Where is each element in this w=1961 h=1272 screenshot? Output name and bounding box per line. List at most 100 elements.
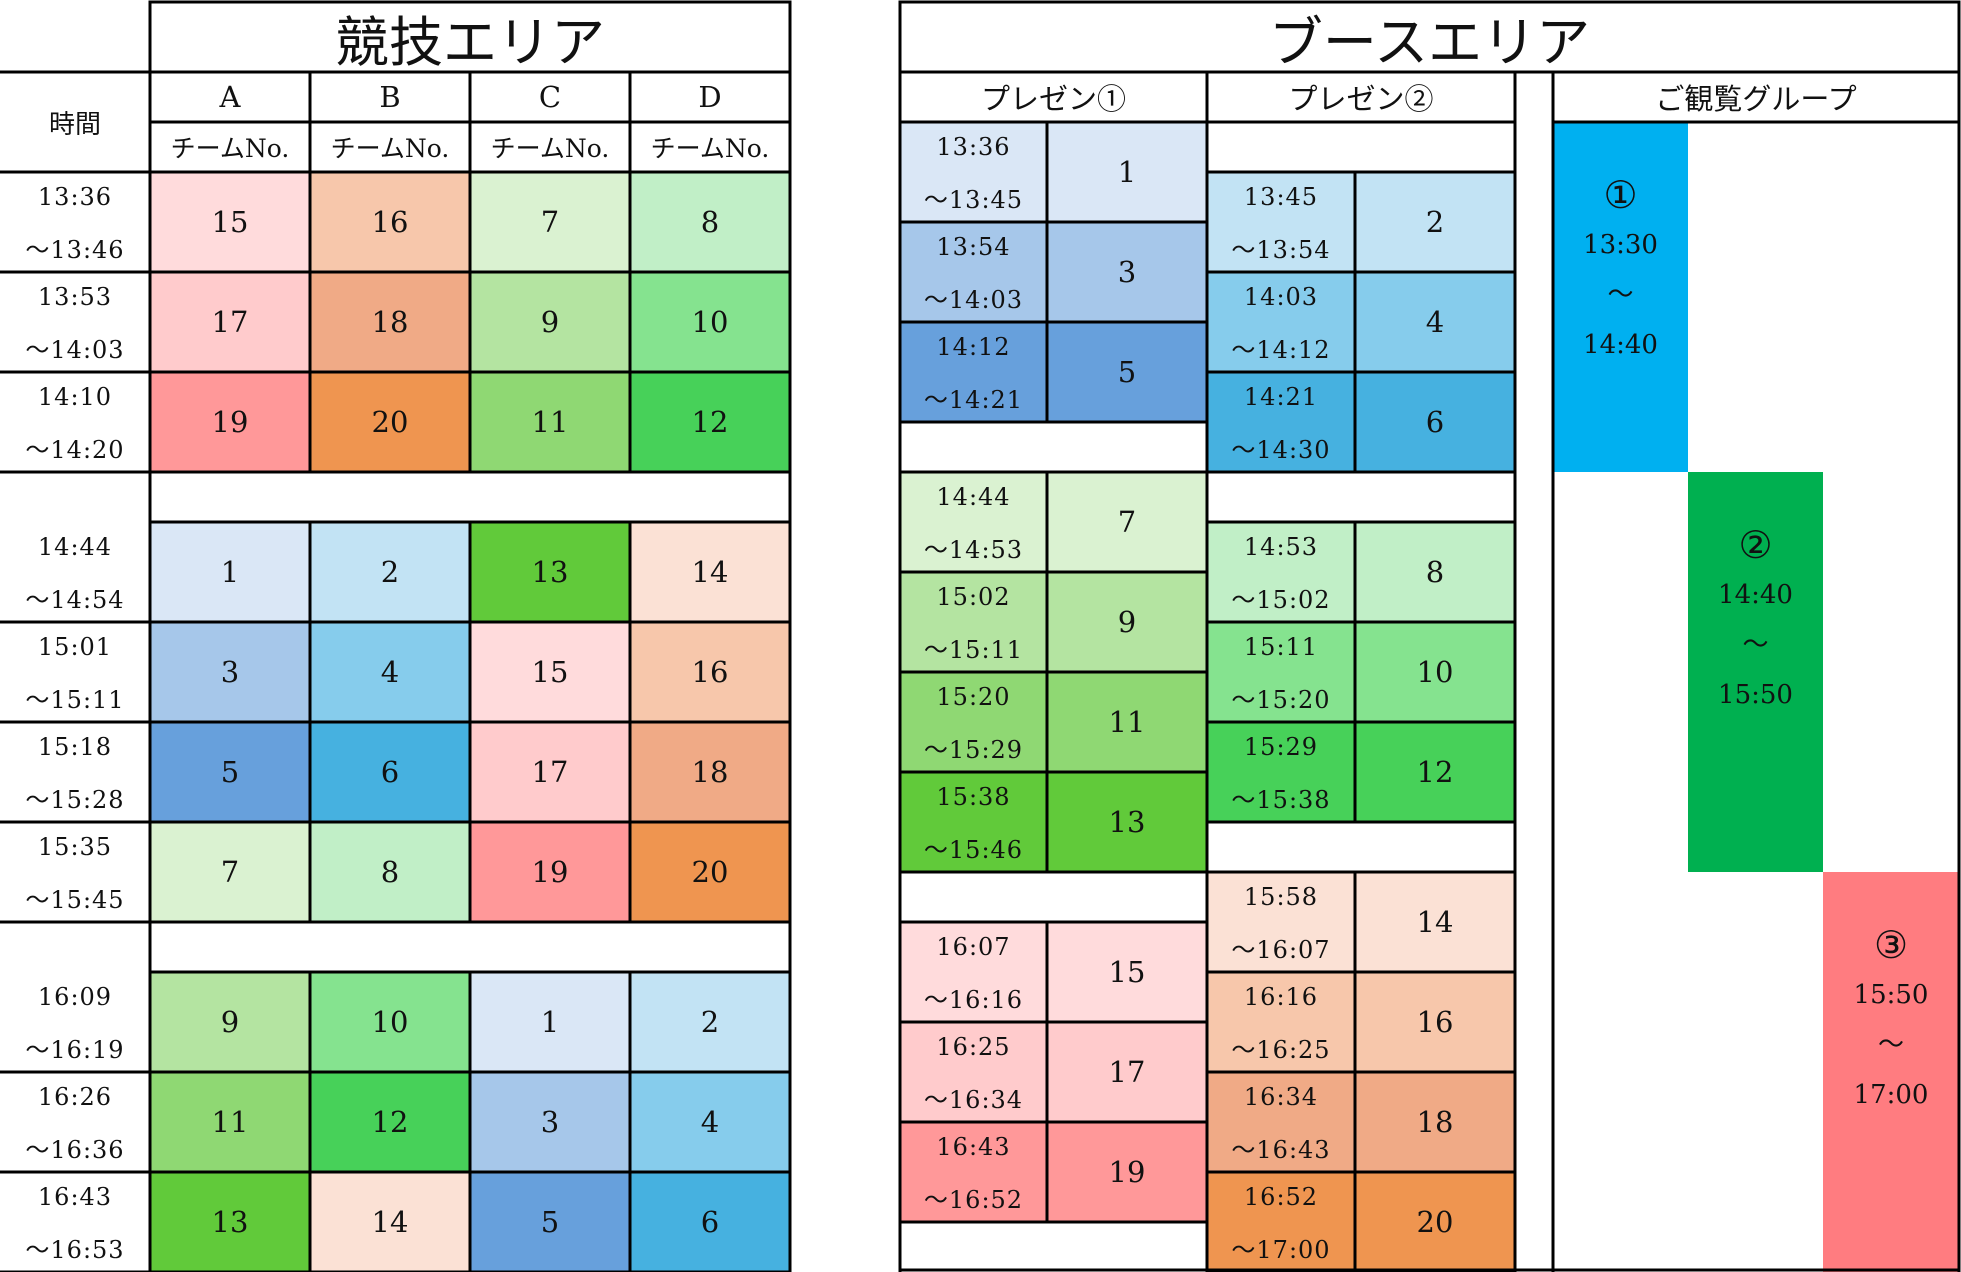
group-time-separator: 〜: [1877, 1030, 1904, 1060]
time-start: 15:20: [936, 683, 1011, 711]
time-start: 15:29: [1243, 733, 1319, 761]
team-cell: 6: [310, 722, 470, 822]
table-row: 16:09 〜16:19 9 10 1 2: [0, 972, 790, 1072]
time-end: 〜16:53: [25, 1235, 125, 1264]
presentation-slot: 15:11 〜15:20 10: [1207, 622, 1515, 722]
time-slot: 15:02 〜15:11: [900, 572, 1047, 672]
time-end: 〜14:54: [25, 585, 125, 614]
time-start: 14:53: [1243, 533, 1319, 561]
team-number: 5: [1117, 355, 1137, 389]
team-number-subheader: チームNo.: [650, 134, 770, 163]
time-slot: 16:43 〜16:53: [0, 1172, 150, 1272]
time-start: 13:36: [37, 183, 113, 211]
team-cell: 10: [630, 272, 790, 372]
time-start: 15:01: [37, 633, 113, 661]
time-end: 〜15:02: [1231, 585, 1331, 614]
time-end: 〜16:07: [1231, 935, 1331, 964]
time-end: 〜17:00: [1231, 1235, 1331, 1264]
time-end: 〜15:38: [1231, 785, 1331, 814]
team-cell: 7: [150, 822, 310, 922]
team-number: 20: [1416, 1205, 1454, 1239]
team-number-subheader: チームNo.: [170, 134, 290, 163]
team-cell: 4: [310, 622, 470, 722]
team-cell: 20: [630, 822, 790, 922]
team-cell: 8: [630, 172, 790, 272]
time-slot: 13:45 〜13:54: [1207, 172, 1355, 272]
team-cell: 4: [630, 1072, 790, 1172]
team-cell: 2: [630, 972, 790, 1072]
time-slot: 15:20 〜15:29: [900, 672, 1047, 772]
time-end: 〜15:29: [923, 735, 1024, 764]
time-end: 〜16:52: [923, 1185, 1024, 1214]
group-end-time: 15:50: [1718, 680, 1793, 710]
team-cell: 19: [150, 372, 310, 472]
time-end: 〜16:36: [25, 1135, 125, 1164]
team-number: 6: [1425, 405, 1445, 439]
presentation-slot: 16:25 〜16:34 17: [900, 1022, 1207, 1122]
time-end: 〜14:03: [923, 285, 1024, 314]
time-slot: 14:44 〜14:54: [0, 522, 150, 622]
team-cell: 13: [470, 522, 630, 622]
team-number: 2: [1425, 205, 1445, 239]
time-start: 13:36: [936, 133, 1011, 161]
time-slot: 15:38 〜15:46: [900, 772, 1047, 872]
group-number: ②: [1738, 523, 1773, 567]
presentation-slot: 14:12 〜14:21 5: [900, 322, 1207, 422]
time-start: 14:10: [37, 383, 113, 411]
group-time-separator: 〜: [1742, 630, 1769, 660]
time-end: 〜15:45: [25, 885, 125, 914]
time-start: 15:38: [936, 783, 1011, 811]
team-number: 3: [1117, 255, 1137, 289]
team-cell: 5: [150, 722, 310, 822]
time-start: 15:18: [37, 733, 113, 761]
time-column-header: 時間: [48, 109, 101, 140]
group-number: ③: [1873, 923, 1909, 967]
presentation-slot: 13:54 〜14:03 3: [900, 222, 1207, 322]
team-cell: 16: [630, 622, 790, 722]
table-row: 15:35 〜15:45 7 8 19 20: [0, 822, 790, 922]
visitor-group-info: ① 13:30 〜 14:40: [1553, 170, 1688, 370]
time-end: 〜13:54: [1231, 235, 1331, 264]
team-cell: 1: [150, 522, 310, 622]
time-slot: 15:18 〜15:28: [0, 722, 150, 822]
time-start: 14:44: [37, 533, 113, 561]
team-number: 15: [1108, 955, 1146, 989]
group-start-time: 15:50: [1853, 980, 1929, 1010]
group-number: ①: [1603, 173, 1638, 217]
group-start-time: 14:40: [1718, 580, 1793, 610]
time-start: 13:53: [37, 283, 113, 311]
time-end: 〜16:25: [1231, 1035, 1331, 1064]
time-end: 〜14:20: [25, 435, 125, 464]
team-cell: 12: [310, 1072, 470, 1172]
team-cell: 3: [470, 1072, 630, 1172]
table-row: 15:01 〜15:11 3 4 15 16: [0, 622, 790, 722]
presentation-slot: 14:03 〜14:12 4: [1207, 272, 1515, 372]
team-number: 18: [1416, 1105, 1454, 1139]
visitor-group-block: ① 13:30 〜 14:40: [1553, 122, 1688, 472]
presentation-slot: 15:58 〜16:07 14: [1207, 872, 1515, 972]
time-slot: 15:35 〜15:45: [0, 822, 150, 922]
team-cell: 14: [310, 1172, 470, 1272]
table-row: 13:36 〜13:46 15 16 7 8: [0, 172, 790, 272]
team-number: 14: [1416, 905, 1454, 939]
time-start: 15:35: [37, 833, 113, 861]
team-cell: 1: [470, 972, 630, 1072]
team-cell: 2: [310, 522, 470, 622]
time-start: 14:03: [1243, 283, 1319, 311]
lane-header-d: D: [698, 80, 722, 114]
time-slot: 14:53 〜15:02: [1207, 522, 1355, 622]
time-end: 〜16:19: [25, 1035, 125, 1064]
time-slot: 16:52 〜17:00: [1207, 1172, 1355, 1272]
presentation-2-header: プレゼン②: [1288, 82, 1434, 116]
team-cell: 14: [630, 522, 790, 622]
time-end: 〜16:16: [923, 985, 1024, 1014]
team-cell: 17: [470, 722, 630, 822]
team-number: 10: [1416, 655, 1454, 689]
visitor-groups-header: ご観覧グループ: [1655, 82, 1857, 116]
time-start: 15:02: [936, 583, 1011, 611]
time-start: 16:43: [936, 1133, 1011, 1161]
time-end: 〜16:34: [923, 1085, 1024, 1114]
team-number-subheader: チームNo.: [330, 134, 450, 163]
presentation-slot: 16:07 〜16:16 15: [900, 922, 1207, 1022]
